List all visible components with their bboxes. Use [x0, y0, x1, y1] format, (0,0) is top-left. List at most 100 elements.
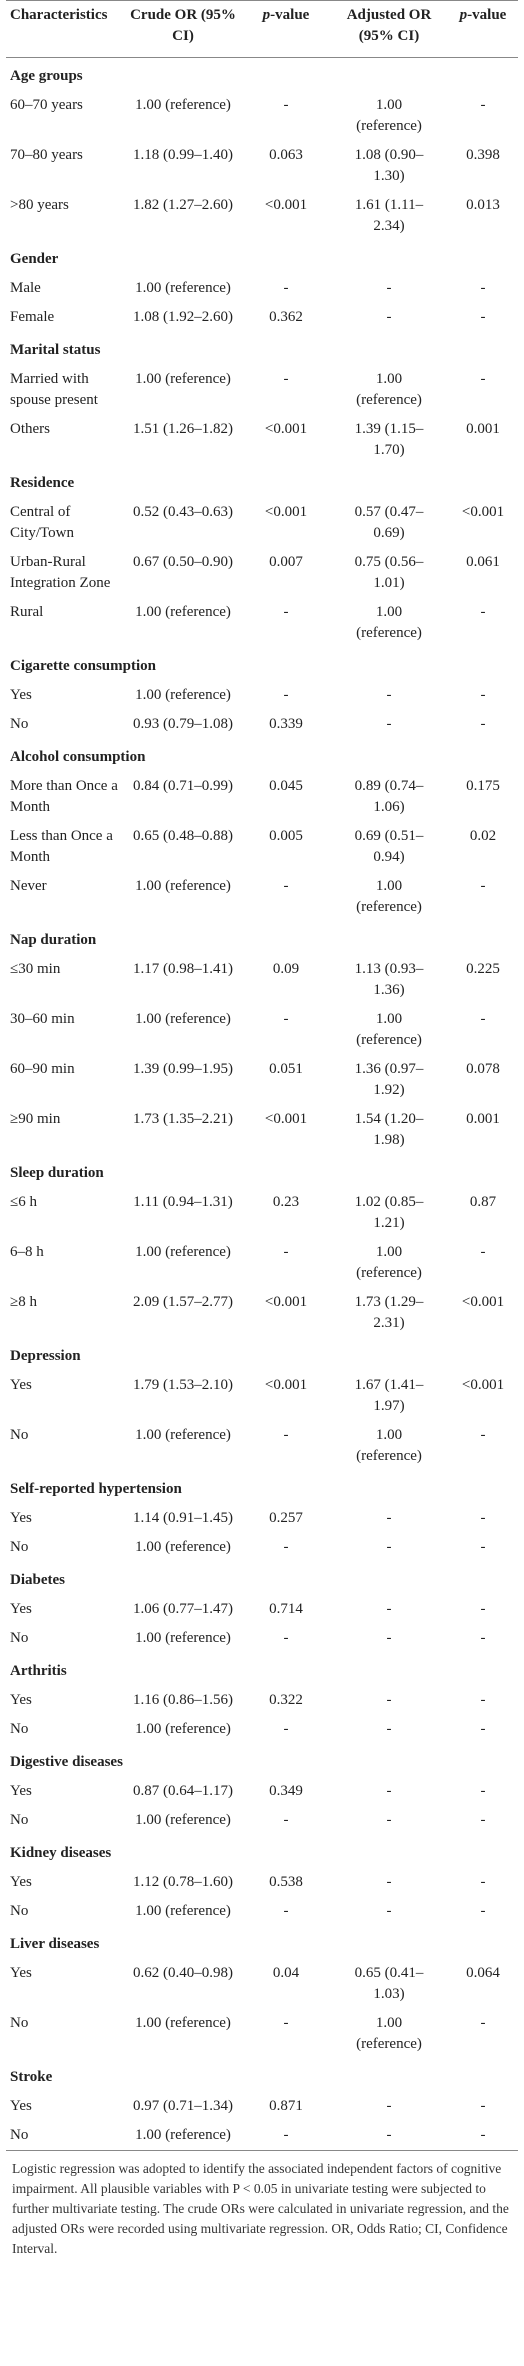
- p-value: -: [480, 1874, 486, 1890]
- row-label: ≤30 min: [10, 961, 61, 977]
- section-row: Alcohol consumption: [6, 739, 518, 772]
- crude-or: 2.09 (1.57–2.77): [133, 1294, 233, 1310]
- cell: <0.001: [242, 498, 330, 548]
- cell: 0.051: [242, 1055, 330, 1105]
- section-row: Residence: [6, 465, 518, 498]
- data-row: Central of City/Town 0.52 (0.43–0.63) <0.0…: [6, 498, 518, 548]
- crude-or: 1.00 (reference): [135, 1812, 231, 1828]
- data-row: No 1.00 (reference) - 1.00 (reference) -: [6, 1421, 518, 1471]
- data-row: No 1.00 (reference) - 1.00 (reference) -: [6, 2009, 518, 2059]
- crude-or: 1.00 (reference): [135, 2015, 231, 2031]
- cell: 1.39 (1.15–1.70): [330, 415, 448, 465]
- section-title: Stroke: [10, 2069, 53, 2085]
- cell: -: [242, 365, 330, 415]
- row-label: Urban-Rural Integration Zone: [10, 554, 111, 591]
- row-label: No: [10, 1630, 29, 1646]
- row-label: Others: [10, 421, 50, 437]
- row-label: ≥8 h: [10, 1294, 37, 1310]
- cell: <0.001: [242, 1105, 330, 1155]
- data-row: 70–80 years 1.18 (0.99–1.40) 0.063 1.08 (0.…: [6, 141, 518, 191]
- crude-or: 1.00 (reference): [135, 2127, 231, 2143]
- cell: 0.175: [448, 772, 518, 822]
- p-value: 0.175: [466, 778, 500, 794]
- table-body: Age groups 60–70 years 1.00 (reference) - 1.…: [6, 58, 518, 2151]
- data-row: Others 1.51 (1.26–1.82) <0.001 1.39 (1.15–1…: [6, 415, 518, 465]
- adjusted-or: -: [386, 280, 392, 296]
- crude-or: 1.00 (reference): [135, 1721, 231, 1737]
- p-value: 0.063: [269, 147, 303, 163]
- p-value: -: [480, 2127, 486, 2143]
- cell: 60–70 years: [6, 91, 124, 141]
- cell: No: [6, 1897, 124, 1926]
- cell: 0.349: [242, 1777, 330, 1806]
- cell: 0.69 (0.51–0.94): [330, 822, 448, 872]
- cell: 0.398: [448, 141, 518, 191]
- adjusted-or: -: [386, 1812, 392, 1828]
- p-value: <0.001: [264, 1294, 308, 1310]
- cell: -: [242, 2121, 330, 2151]
- cell: -: [448, 598, 518, 648]
- p-value: -: [283, 371, 289, 387]
- cell: -: [330, 303, 448, 332]
- cell: 0.064: [448, 1959, 518, 2009]
- p-value: 0.078: [466, 1061, 500, 1077]
- cell: 1.61 (1.11–2.34): [330, 191, 448, 241]
- cell: 0.225: [448, 955, 518, 1005]
- adjusted-or: -: [386, 1721, 392, 1737]
- p-value: -: [283, 1630, 289, 1646]
- cell: More than Once a Month: [6, 772, 124, 822]
- cell: 0.04: [242, 1959, 330, 2009]
- p-value: -: [283, 1539, 289, 1555]
- cell: 1.67 (1.41–1.97): [330, 1371, 448, 1421]
- cell: -: [330, 1777, 448, 1806]
- p-value: 0.257: [269, 1510, 303, 1526]
- section-row: Digestive diseases: [6, 1744, 518, 1777]
- cell: No: [6, 1533, 124, 1562]
- data-row: ≥90 min 1.73 (1.35–2.21) <0.001 1.54 (1.20–…: [6, 1105, 518, 1155]
- section-row: Diabetes: [6, 1562, 518, 1595]
- cell: 0.362: [242, 303, 330, 332]
- row-label: Yes: [10, 687, 32, 703]
- p-value: 0.339: [269, 716, 303, 732]
- cell: -: [448, 872, 518, 922]
- section-row: Nap duration: [6, 922, 518, 955]
- p-value: <0.001: [461, 1377, 505, 1393]
- cell: Married with spouse present: [6, 365, 124, 415]
- row-label: Never: [10, 878, 47, 894]
- p-value: -: [480, 1510, 486, 1526]
- data-row: No 1.00 (reference) - - -: [6, 2121, 518, 2151]
- crude-or: 1.00 (reference): [135, 878, 231, 894]
- crude-or: 1.00 (reference): [135, 1244, 231, 1260]
- adjusted-or: -: [386, 1874, 392, 1890]
- p-value: -: [283, 1427, 289, 1443]
- crude-or: 1.00 (reference): [135, 604, 231, 620]
- adjusted-or: -: [386, 1692, 392, 1708]
- cell: -: [448, 681, 518, 710]
- cell: 0.714: [242, 1595, 330, 1624]
- cell: 1.00 (reference): [124, 365, 242, 415]
- cell: 0.67 (0.50–0.90): [124, 548, 242, 598]
- p-value: -: [480, 1011, 486, 1027]
- crude-or: 1.17 (0.98–1.41): [133, 961, 233, 977]
- p-value: -: [283, 1244, 289, 1260]
- crude-or: 0.67 (0.50–0.90): [133, 554, 233, 570]
- cell: No: [6, 1421, 124, 1471]
- adjusted-or: 1.00 (reference): [356, 878, 422, 915]
- cell: -: [448, 1806, 518, 1835]
- crude-or: 1.00 (reference): [135, 687, 231, 703]
- p-value: -: [480, 604, 486, 620]
- data-row: Yes 1.06 (0.77–1.47) 0.714 - -: [6, 1595, 518, 1624]
- section-title: Kidney diseases: [10, 1845, 112, 1861]
- cell: -: [330, 681, 448, 710]
- section-title: Marital status: [10, 342, 101, 358]
- cell: 60–90 min: [6, 1055, 124, 1105]
- cell: -: [330, 1868, 448, 1897]
- cell: 1.00 (reference): [124, 1005, 242, 1055]
- cell: 0.078: [448, 1055, 518, 1105]
- section-row: Gender: [6, 241, 518, 274]
- cell: 1.00 (reference): [124, 1897, 242, 1926]
- cell: 0.001: [448, 415, 518, 465]
- cell: 1.00 (reference): [330, 1238, 448, 1288]
- row-label: Yes: [10, 1692, 32, 1708]
- cell: 1.73 (1.35–2.21): [124, 1105, 242, 1155]
